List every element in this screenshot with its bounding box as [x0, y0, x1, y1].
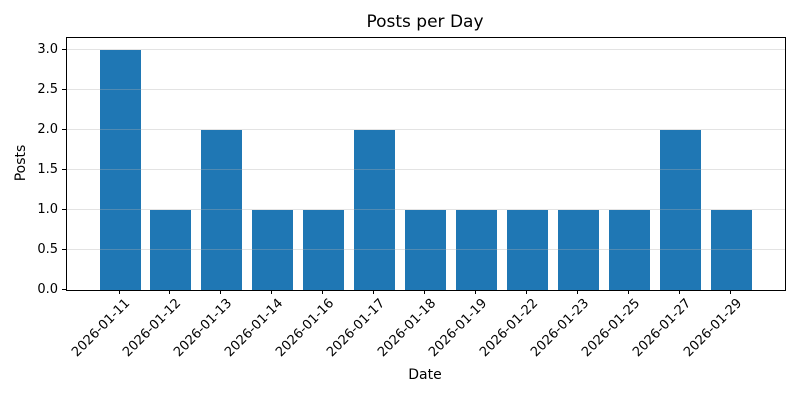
y-tick-mark — [62, 168, 66, 170]
x-tick-mark — [220, 290, 222, 294]
bar-2026-01-14 — [252, 210, 294, 290]
y-tick-label: 0.0 — [37, 281, 58, 297]
x-axis-label: Date — [408, 367, 442, 383]
chart-title: Posts per Day — [366, 12, 484, 32]
x-tick-mark — [577, 290, 579, 294]
y-tick-mark — [62, 248, 66, 250]
x-tick-mark — [271, 290, 273, 294]
bar-2026-01-19 — [456, 210, 498, 290]
y-tick-label: 2.0 — [37, 121, 58, 137]
gridline-y-1 — [67, 209, 785, 210]
x-tick-mark — [475, 290, 477, 294]
bar-2026-01-16 — [303, 210, 345, 290]
y-tick-label: 2.5 — [37, 81, 58, 97]
y-tick-mark — [62, 48, 66, 50]
x-tick-mark — [373, 290, 375, 294]
bar-2026-01-18 — [405, 210, 447, 290]
y-tick-mark — [62, 88, 66, 90]
y-tick-mark — [62, 128, 66, 130]
x-tick-mark — [679, 290, 681, 294]
x-tick-mark — [424, 290, 426, 294]
x-tick-mark — [118, 290, 120, 294]
gridline-y-1.5 — [67, 169, 785, 170]
x-tick-mark — [526, 290, 528, 294]
x-tick-mark — [628, 290, 630, 294]
bar-2026-01-12 — [150, 210, 192, 290]
bar-2026-01-23 — [558, 210, 600, 290]
bar-2026-01-17 — [354, 130, 396, 290]
gridline-y-0.5 — [67, 249, 785, 250]
bar-2026-01-11 — [99, 50, 141, 290]
y-tick-label: 1.5 — [37, 161, 58, 177]
bar-2026-01-13 — [201, 130, 243, 290]
bar-2026-01-29 — [711, 210, 753, 290]
bar-2026-01-25 — [609, 210, 651, 290]
y-tick-label: 1.0 — [37, 201, 58, 217]
y-axis-label: Posts — [13, 144, 29, 182]
gridline-y-3 — [67, 49, 785, 50]
gridline-y-2.5 — [67, 89, 785, 90]
y-tick-mark — [62, 208, 66, 210]
y-tick-label: 0.5 — [37, 241, 58, 257]
bar-2026-01-22 — [507, 210, 549, 290]
y-tick-mark — [62, 288, 66, 290]
bar-2026-01-27 — [660, 130, 702, 290]
gridline-y-2 — [67, 129, 785, 130]
x-tick-mark — [169, 290, 171, 294]
x-tick-mark — [730, 290, 732, 294]
plot-area — [66, 37, 786, 291]
y-tick-label: 3.0 — [37, 41, 58, 57]
x-tick-mark — [322, 290, 324, 294]
